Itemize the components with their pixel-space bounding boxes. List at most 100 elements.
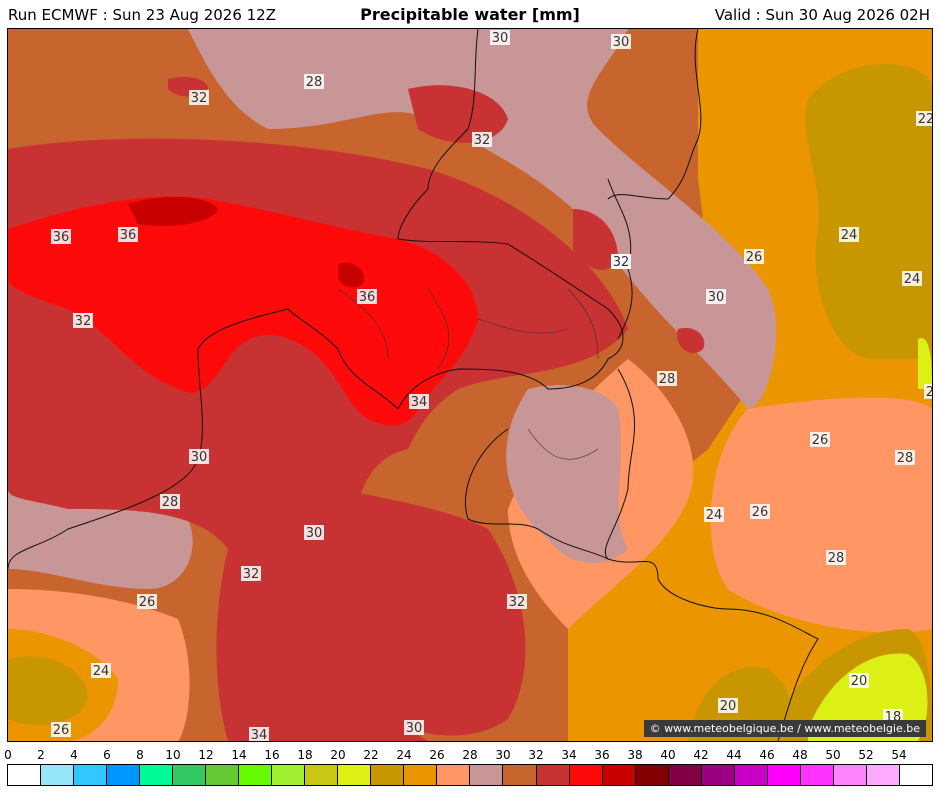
svg-text:26: 26 xyxy=(139,595,156,610)
contour-label: 20 xyxy=(718,698,738,714)
contour-label: 30 xyxy=(404,720,424,736)
contour-label: 26 xyxy=(51,722,71,738)
svg-text:32: 32 xyxy=(191,91,208,106)
svg-text:36: 36 xyxy=(359,290,376,305)
field-22-24-east xyxy=(805,64,932,359)
svg-text:24: 24 xyxy=(904,272,921,287)
scale-cell xyxy=(470,765,504,785)
scale-tick-label: 4 xyxy=(70,748,78,762)
scale-cell xyxy=(734,765,768,785)
scale-cell xyxy=(173,765,207,785)
scale-tick-label: 38 xyxy=(627,748,643,762)
province-borders xyxy=(337,288,599,460)
contour-label: 32 xyxy=(73,313,93,329)
scale-tick-label: 26 xyxy=(429,748,445,762)
map-canvas: 30 30 28 32 32 36 36 36 32 32 26 24 22 24 30 32 28 22 34 30… xyxy=(8,29,932,741)
field-22-24-southwest xyxy=(8,656,88,725)
scale-tick-label: 10 xyxy=(165,748,181,762)
contour-label: 26 xyxy=(744,249,764,265)
contour-label: 34 xyxy=(249,727,269,741)
contour-label: 32 xyxy=(472,132,492,148)
scale-tick-label: 22 xyxy=(363,748,379,762)
contour-label: 32 xyxy=(611,254,631,270)
field-28-30-center xyxy=(506,385,628,563)
svg-text:28: 28 xyxy=(306,75,323,90)
scale-tick-label: 16 xyxy=(264,748,280,762)
contour-label: 30 xyxy=(611,34,631,50)
contour-label: 28 xyxy=(826,550,846,566)
scale-tick-label: 24 xyxy=(396,748,412,762)
scale-cell xyxy=(8,765,42,785)
svg-text:24: 24 xyxy=(706,508,723,523)
svg-text:28: 28 xyxy=(659,372,676,387)
contour-label: 32 xyxy=(189,90,209,106)
svg-text:32: 32 xyxy=(474,133,491,148)
scale-tick-label: 14 xyxy=(231,748,247,762)
scale-tick-label: 30 xyxy=(495,748,511,762)
scale-cell xyxy=(305,765,339,785)
scale-cell xyxy=(800,765,834,785)
contour-label: 36 xyxy=(51,229,71,245)
field-36-38-center xyxy=(338,262,364,288)
contour-label: 32 xyxy=(507,594,527,610)
svg-text:30: 30 xyxy=(613,35,630,50)
scale-tick-label: 20 xyxy=(330,748,346,762)
field-26-28-east xyxy=(710,397,932,633)
svg-text:30: 30 xyxy=(191,450,208,465)
svg-text:28: 28 xyxy=(828,551,845,566)
svg-text:28: 28 xyxy=(897,451,914,466)
scale-tick-label: 54 xyxy=(891,748,907,762)
country-borders xyxy=(8,29,819,741)
svg-text:20: 20 xyxy=(851,674,868,689)
run-info: Run ECMWF : Sun 23 Aug 2026 12Z xyxy=(8,6,276,24)
svg-text:34: 34 xyxy=(251,728,268,741)
svg-text:24: 24 xyxy=(93,664,110,679)
scale-tick-label: 6 xyxy=(103,748,111,762)
scale-cell xyxy=(272,765,306,785)
scale-tick-label: 46 xyxy=(759,748,775,762)
contour-label: 24 xyxy=(839,227,859,243)
svg-text:34: 34 xyxy=(411,395,428,410)
contour-label: 24 xyxy=(704,507,724,523)
scale-tick-label: 34 xyxy=(561,748,577,762)
contour-label: 28 xyxy=(895,450,915,466)
svg-text:32: 32 xyxy=(613,255,630,270)
contour-label: 28 xyxy=(304,74,324,90)
contour-label: 26 xyxy=(750,504,770,520)
contour-label: 22 xyxy=(916,111,932,127)
scale-cell xyxy=(437,765,471,785)
scale-cell xyxy=(569,765,603,785)
scale-cell xyxy=(74,765,108,785)
credit-text: © www.meteobelgique.be / www.meteobelgie… xyxy=(643,720,926,737)
field-32-34-east-blob xyxy=(573,209,618,270)
scale-cell xyxy=(866,765,900,785)
scale-cell xyxy=(371,765,405,785)
contour-label: 24 xyxy=(902,271,922,287)
color-scale: 0 2 4 6 8 10 12 14 16 18 20 22 24 26 28 30 32 34 36 38 40 42 4… xyxy=(4,748,933,794)
field-34-36-core xyxy=(8,196,478,426)
scale-cell xyxy=(41,765,75,785)
svg-text:22: 22 xyxy=(926,385,932,400)
scale-cell xyxy=(899,765,932,785)
scale-tick-label: 12 xyxy=(198,748,214,762)
contour-label: 36 xyxy=(357,289,377,305)
scale-cell xyxy=(206,765,240,785)
contour-label: 28 xyxy=(160,494,180,510)
scale-cell xyxy=(833,765,867,785)
svg-text:32: 32 xyxy=(75,314,92,329)
scale-cell xyxy=(503,765,537,785)
scale-tick-label: 8 xyxy=(136,748,144,762)
field-36-38-north xyxy=(128,197,218,226)
scale-cell xyxy=(767,765,801,785)
svg-text:36: 36 xyxy=(120,228,137,243)
contour-label: 22 xyxy=(924,384,932,400)
scale-cell xyxy=(668,765,702,785)
scale-tick-label: 40 xyxy=(660,748,676,762)
contour-label: 30 xyxy=(304,525,324,541)
scale-tick-label: 2 xyxy=(37,748,45,762)
contour-labels: 30 30 28 32 32 36 36 36 32 32 26 24 22 24 30 32 28 22 34 30… xyxy=(51,30,932,741)
contour-label: 30 xyxy=(490,30,510,46)
svg-text:26: 26 xyxy=(53,723,70,738)
svg-text:22: 22 xyxy=(918,112,932,127)
svg-text:26: 26 xyxy=(752,505,769,520)
